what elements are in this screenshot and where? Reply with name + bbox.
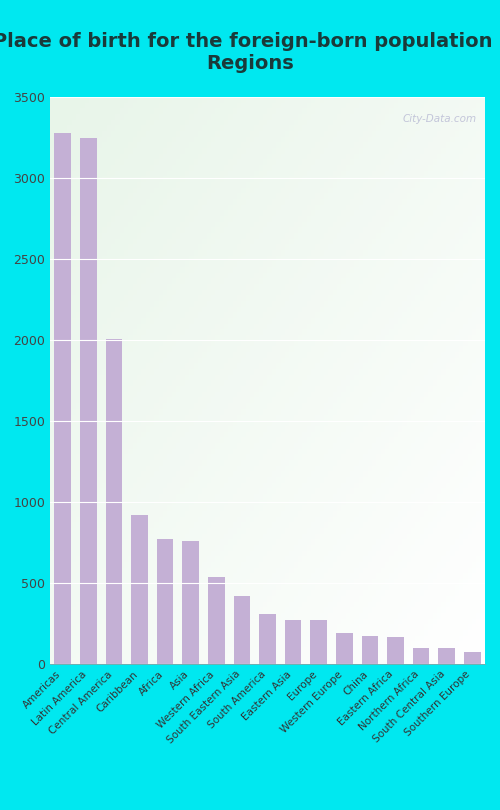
Bar xyxy=(412,648,430,664)
Bar xyxy=(182,541,199,664)
Bar xyxy=(157,539,174,664)
Bar xyxy=(438,648,455,664)
Bar xyxy=(285,620,302,664)
Bar xyxy=(208,577,224,664)
Bar xyxy=(464,652,480,664)
Bar xyxy=(259,614,276,664)
Bar xyxy=(54,133,71,664)
Bar xyxy=(387,637,404,664)
Bar xyxy=(106,339,122,664)
Bar xyxy=(362,636,378,664)
Bar xyxy=(336,633,352,664)
Bar xyxy=(310,620,327,664)
Text: Place of birth for the foreign-born population -
Regions: Place of birth for the foreign-born popu… xyxy=(0,32,500,73)
Bar xyxy=(80,138,96,664)
Text: City-Data.com: City-Data.com xyxy=(402,114,476,124)
Bar xyxy=(131,515,148,664)
Bar xyxy=(234,596,250,664)
